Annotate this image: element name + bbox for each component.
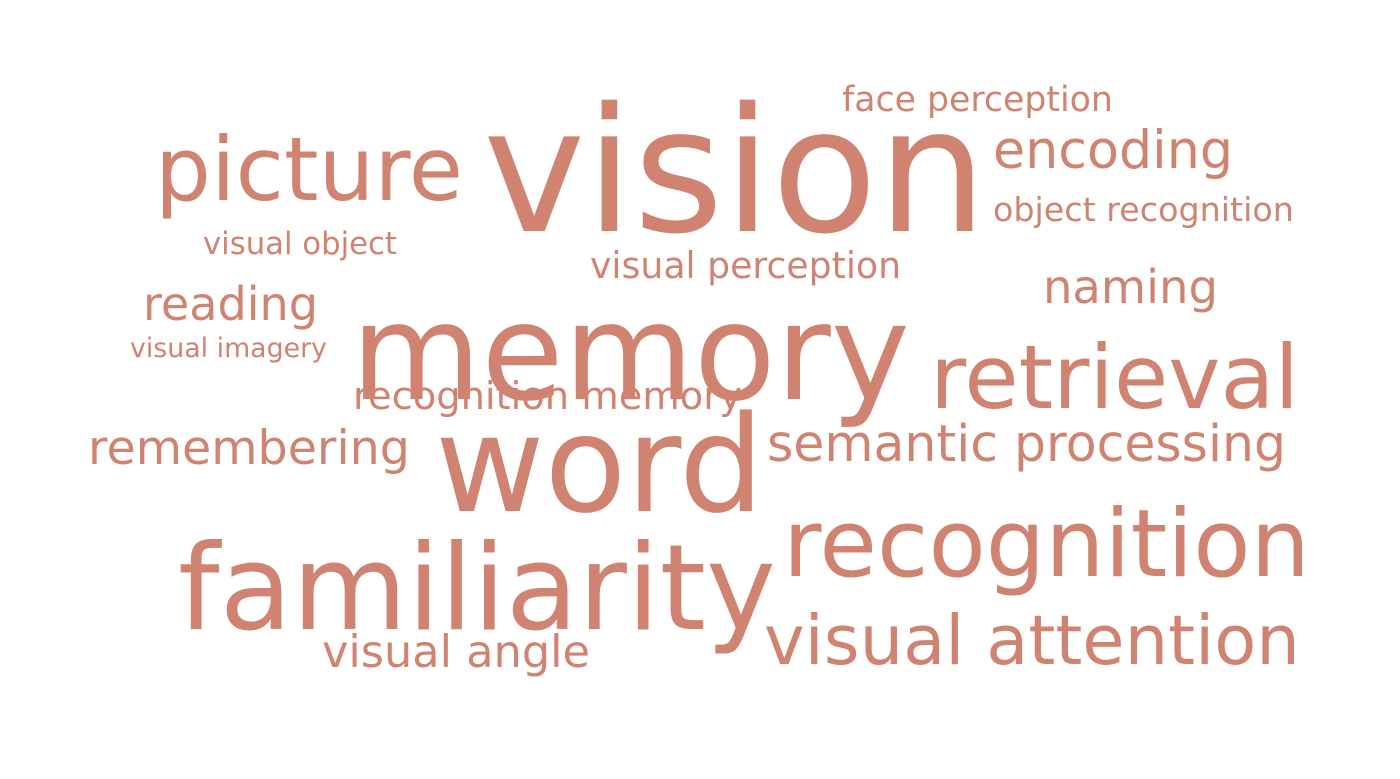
word-encoding: encoding [993,119,1233,181]
word-visual-imagery: visual imagery [130,333,327,365]
word-reading: reading [143,277,318,331]
word-visual-perception: visual perception [590,244,902,288]
word-naming: naming [1043,260,1218,315]
word-recognition-memory: recognition memory [353,374,742,420]
word-visual-object: visual object [203,225,397,262]
word-picture: picture [155,117,463,221]
word-word: word [435,387,764,544]
word-memory: memory [351,275,910,432]
word-vision: vision [483,69,987,272]
word-face-perception: face perception [842,79,1113,120]
word-visual-angle: visual angle [322,625,590,678]
word-recognition: recognition [783,489,1310,599]
word-semantic-processing: semantic processing [767,413,1287,473]
word-retrieval: retrieval [930,325,1299,429]
word-familiarity: familiarity [178,519,776,658]
word-object-recognition: object recognition [993,189,1294,229]
word-visual-attention: visual attention [764,601,1300,682]
word-remembering: remembering [88,421,410,477]
